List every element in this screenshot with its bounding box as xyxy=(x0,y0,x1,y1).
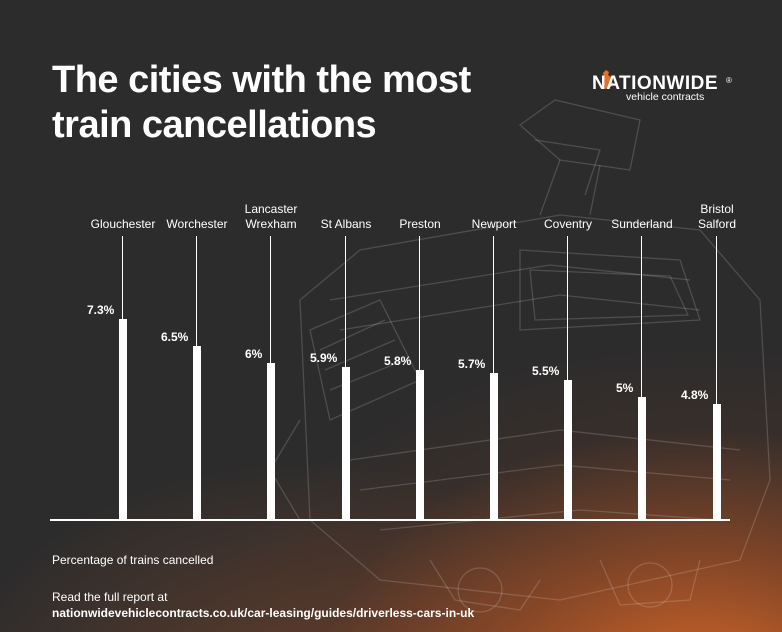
leader-line-lancaster-wrexham xyxy=(270,236,271,363)
category-label-newport: Newport xyxy=(449,217,539,232)
title-line-1: The cities with the most xyxy=(52,59,471,101)
category-label-st-albans: St Albans xyxy=(301,217,391,232)
bar-preston xyxy=(416,370,424,520)
bar-lancaster-wrexham xyxy=(267,363,275,520)
category-label-line: Newport xyxy=(471,217,517,231)
leader-line-sunderland xyxy=(641,236,642,397)
bar-glouchester xyxy=(119,319,127,520)
category-label-line: Worchester xyxy=(166,217,228,231)
leader-line-preston xyxy=(419,236,420,370)
category-label-worchester: Worchester xyxy=(152,217,242,232)
category-label-preston: Preston xyxy=(375,217,465,232)
report-intro: Read the full report at xyxy=(52,590,168,604)
value-label-bristol-salford: 4.8% xyxy=(681,388,709,402)
category-label-line: Preston xyxy=(399,217,441,231)
value-label-st-albans: 5.9% xyxy=(310,351,338,365)
value-label-preston: 5.8% xyxy=(384,354,412,368)
category-label-line: St Albans xyxy=(320,217,372,231)
chart-title: The cities with the most train cancellat… xyxy=(52,58,471,148)
category-label-sunderland: Sunderland xyxy=(597,217,687,232)
leader-line-worchester xyxy=(196,236,197,346)
bar-sunderland xyxy=(638,397,646,520)
chart-baseline xyxy=(50,519,730,521)
category-label-line: Coventry xyxy=(543,217,593,231)
category-label-line: Lancaster xyxy=(244,202,298,216)
leader-line-bristol-salford xyxy=(716,236,717,404)
value-label-worchester: 6.5% xyxy=(161,330,189,344)
value-label-coventry: 5.5% xyxy=(532,364,560,378)
value-label-glouchester: 7.3% xyxy=(87,303,115,317)
category-label-line: Bristol xyxy=(700,202,734,216)
category-label-line: Wrexham xyxy=(245,217,297,231)
uk-map-icon xyxy=(602,70,613,89)
category-label-glouchester: Glouchester xyxy=(78,217,168,232)
logo-registered-mark: ® xyxy=(726,76,732,85)
axis-description: Percentage of trains cancelled xyxy=(52,553,214,567)
category-label-bristol-salford: Bristol Salford xyxy=(672,202,762,232)
value-label-sunderland: 5% xyxy=(616,381,634,395)
bar-st-albans xyxy=(342,367,350,520)
report-note: Read the full report at nationwidevehicl… xyxy=(52,589,474,621)
value-label-lancaster-wrexham: 6% xyxy=(245,347,263,361)
category-label-line: Sunderland xyxy=(611,217,673,231)
value-label-newport: 5.7% xyxy=(458,357,486,371)
bar-worchester xyxy=(193,346,201,520)
bar-bristol-salford xyxy=(713,404,721,520)
leader-line-coventry xyxy=(567,236,568,380)
title-line-2: train cancellations xyxy=(52,104,377,146)
bar-coventry xyxy=(564,380,572,520)
report-link[interactable]: nationwidevehiclecontracts.co.uk/car-lea… xyxy=(52,606,475,620)
leader-line-st-albans xyxy=(345,236,346,367)
category-label-line: Glouchester xyxy=(90,217,156,231)
logo-wordmark: NATIONWIDE xyxy=(592,73,719,94)
category-label-coventry: Coventry xyxy=(523,217,613,232)
category-label-line: Salford xyxy=(697,217,737,231)
leader-line-glouchester xyxy=(122,236,123,319)
logo-tagline: vehicle contracts xyxy=(626,91,705,103)
category-label-lancaster-wrexham: Lancaster Wrexham xyxy=(226,202,316,232)
leader-line-newport xyxy=(493,236,494,373)
bar-newport xyxy=(490,373,498,520)
nationwide-logo[interactable]: NATIONWIDE ® vehicle contracts xyxy=(592,70,742,110)
